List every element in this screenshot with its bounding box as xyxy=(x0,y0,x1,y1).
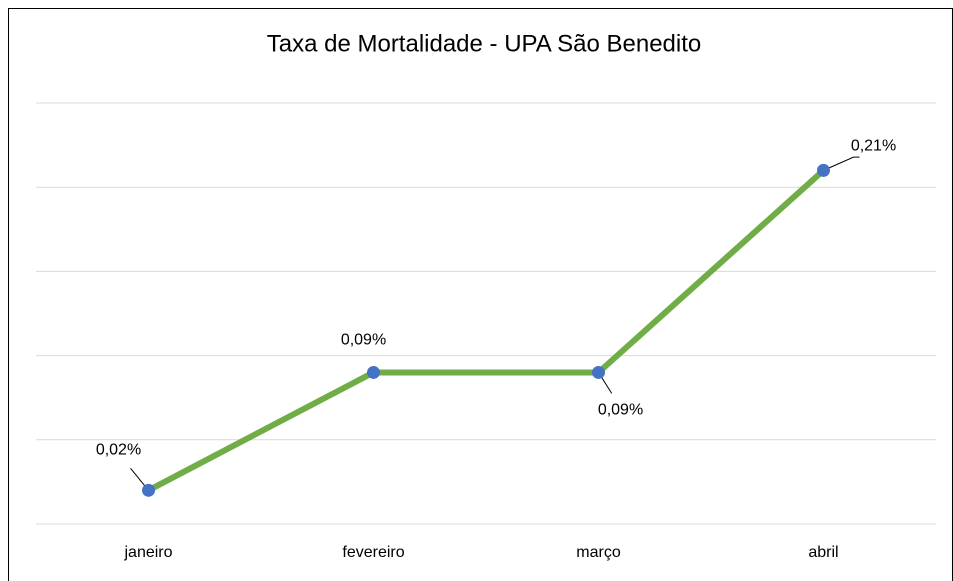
point xyxy=(592,365,605,379)
data-label: 0,02% xyxy=(96,442,141,459)
x-tick-label: março xyxy=(576,544,621,561)
data-label: 0,09% xyxy=(598,402,643,419)
leader-line xyxy=(823,156,860,171)
point xyxy=(367,365,380,379)
line xyxy=(147,168,826,493)
chart-frame xyxy=(8,8,953,581)
x-tick-label: janeiro xyxy=(123,544,172,561)
point xyxy=(817,163,830,177)
data-label: 0,09% xyxy=(341,332,386,349)
data-label: 0,21% xyxy=(851,138,896,155)
x-tick-label: abril xyxy=(808,544,838,561)
x-tick-label: fevereiro xyxy=(342,544,404,561)
chart-title: Taxa de Mortalidade - UPA São Benedito xyxy=(267,30,701,57)
point xyxy=(142,483,155,497)
